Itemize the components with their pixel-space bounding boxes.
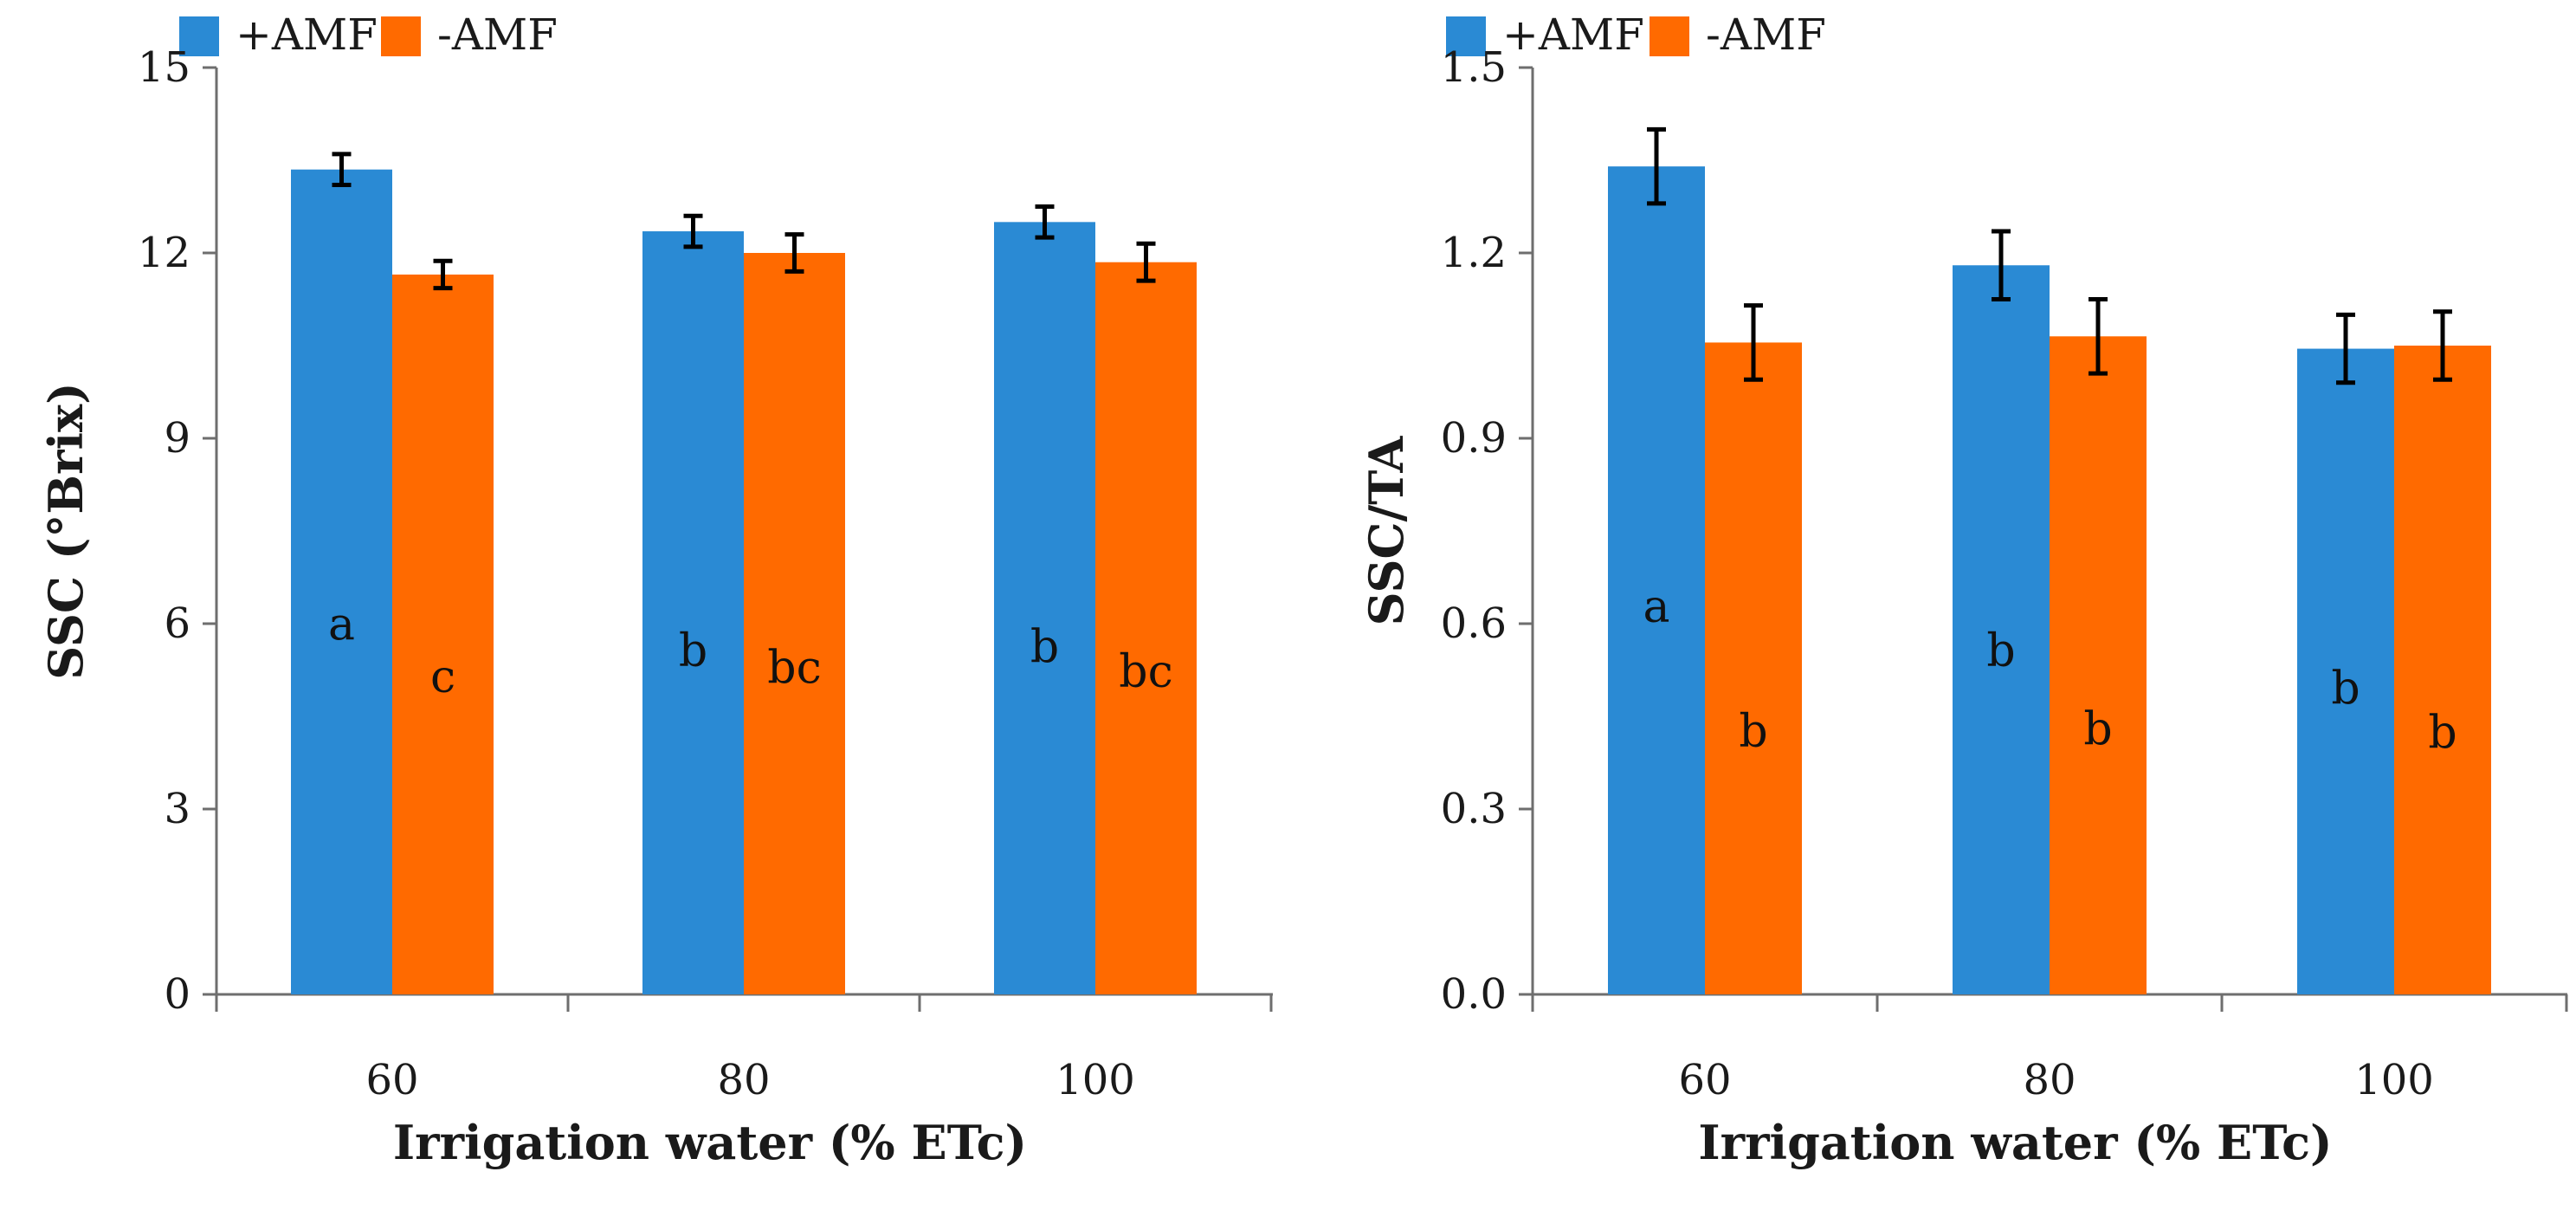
bar-minus-amf-80 xyxy=(744,253,845,994)
x-axis-title: Irrigation water (% ETc) xyxy=(393,1115,1027,1170)
bar-plus-amf-60 xyxy=(1608,166,1705,995)
x-tick-label: 80 xyxy=(2023,1056,2076,1104)
significance-letter: b xyxy=(2428,707,2457,759)
chart-ssc-ta: +AMF -AMF 0.0 0.3 0.6 0.9 1.2 1.5 60 a b 80 b b 100 b b I… xyxy=(1359,10,2568,1170)
x-tick-label: 80 xyxy=(717,1056,770,1104)
significance-letter: b xyxy=(1739,706,1767,758)
bar-minus-amf-60 xyxy=(392,274,494,994)
legend-swatch-minus-amf xyxy=(381,16,421,56)
y-tick-label: 3 xyxy=(164,785,190,833)
y-tick-label: 15 xyxy=(138,43,190,92)
significance-letter: c xyxy=(430,651,455,703)
significance-letter: bc xyxy=(1119,646,1172,698)
bar-minus-amf-60 xyxy=(1705,342,1802,994)
y-tick-label: 0 xyxy=(164,970,190,1019)
y-tick-label: 0.9 xyxy=(1441,414,1507,463)
bar-plus-amf-60 xyxy=(291,169,392,994)
x-axis-title: Irrigation water (% ETc) xyxy=(1698,1115,2332,1170)
significance-letter: bc xyxy=(767,642,821,694)
y-axis-title: SSC/TA xyxy=(1359,436,1414,626)
x-tick-label: 100 xyxy=(2354,1056,2434,1104)
y-tick-label: 1.2 xyxy=(1441,229,1507,277)
significance-letter: a xyxy=(328,599,355,651)
significance-letter: b xyxy=(1030,622,1059,674)
y-tick-label: 6 xyxy=(164,599,190,648)
y-tick-label: 9 xyxy=(164,414,190,463)
bar-plus-amf-100 xyxy=(994,222,1095,994)
legend-label: +AMF xyxy=(1502,10,1644,60)
y-tick-label: 1.5 xyxy=(1441,43,1507,92)
legend-swatch-plus-amf xyxy=(179,16,219,56)
bar-plus-amf-80 xyxy=(642,231,744,994)
chart-ssc: +AMF -AMF 0 3 6 9 12 15 60 a c 80 b bc 100 b bc Irrigatio… xyxy=(38,10,1273,1170)
bar-minus-amf-100 xyxy=(2394,346,2491,994)
significance-letter: b xyxy=(2331,664,2360,715)
bar-minus-amf-100 xyxy=(1095,262,1197,994)
y-tick-label: 0.6 xyxy=(1441,599,1507,648)
x-tick-label: 60 xyxy=(1678,1056,1731,1104)
y-tick-label: 12 xyxy=(138,229,190,277)
legend-label: -AMF xyxy=(1706,10,1826,60)
x-tick-label: 100 xyxy=(1056,1056,1135,1104)
legend-swatch-plus-amf xyxy=(1446,16,1486,56)
y-tick-label: 0.0 xyxy=(1441,970,1507,1019)
y-tick-label: 0.3 xyxy=(1441,785,1507,833)
bar-plus-amf-80 xyxy=(1953,265,2050,994)
significance-letter: a xyxy=(1643,581,1669,633)
legend-label: +AMF xyxy=(236,10,378,60)
significance-letter: b xyxy=(1986,625,2015,677)
bar-plus-amf-100 xyxy=(2297,348,2394,995)
legend-label: -AMF xyxy=(437,10,558,60)
y-axis-title: SSC (°Brix) xyxy=(38,382,94,680)
x-tick-label: 60 xyxy=(365,1056,418,1104)
significance-letter: b xyxy=(2083,703,2112,755)
significance-letter: b xyxy=(679,625,707,677)
legend-swatch-minus-amf xyxy=(1650,16,1689,56)
bar-minus-amf-80 xyxy=(2050,336,2147,994)
